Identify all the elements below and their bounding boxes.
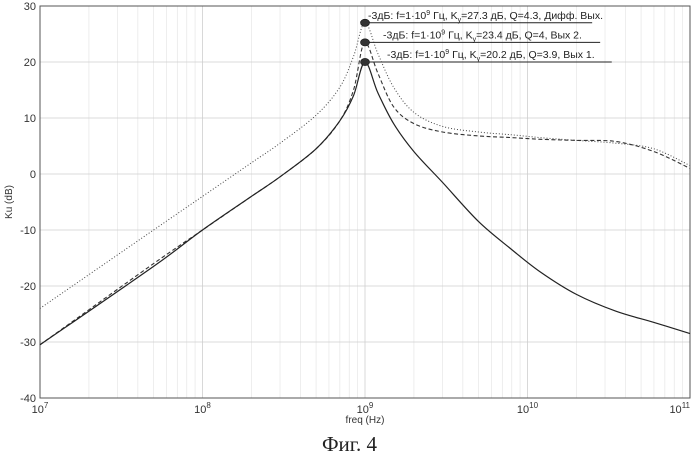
figure-caption: Фиг. 4: [321, 432, 378, 456]
x-tick-label: 107: [32, 401, 49, 416]
y-tick-label: 30: [24, 1, 36, 13]
y-tick-label: -20: [20, 281, 36, 293]
y-tick-label: 20: [24, 57, 36, 69]
peak-marker: [360, 58, 370, 66]
y-tick-label: 10: [24, 113, 36, 125]
peak-marker: [360, 18, 370, 27]
x-tick-label: 108: [194, 401, 211, 416]
y-tick-label: -10: [20, 225, 36, 237]
peak-marker: [360, 38, 370, 47]
y-axis-title: Ku (dB): [4, 185, 15, 219]
series-line-3: [39, 61, 691, 346]
y-tick-label: -40: [20, 393, 36, 405]
peak-annotation: -3дБ: f=1·109 Гц, Ky=23.4 дБ, Q=4, Вых 2…: [383, 29, 582, 43]
y-tick-label: -30: [20, 337, 36, 349]
frequency-response-chart: -40 -30 -20 -10 0 10 20 30 107 108 109 1010 1011 freq…: [4, 1, 691, 426]
x-axis-title: freq (Hz): [346, 415, 385, 426]
x-tick-label: 1011: [669, 401, 690, 416]
x-tick-label: 109: [357, 401, 374, 416]
x-tick-label: 1010: [517, 401, 539, 416]
peak-annotation: -3дБ: f=1·109 Гц, Ky=20.2 дБ, Q=3.9, Вых…: [387, 49, 595, 63]
peak-annotation: -3дБ: f=1·109 Гц, Ky=27.3 дБ, Q=4.3, Диф…: [368, 10, 603, 24]
y-tick-label: 0: [30, 169, 36, 181]
plot-frame: [39, 5, 691, 399]
